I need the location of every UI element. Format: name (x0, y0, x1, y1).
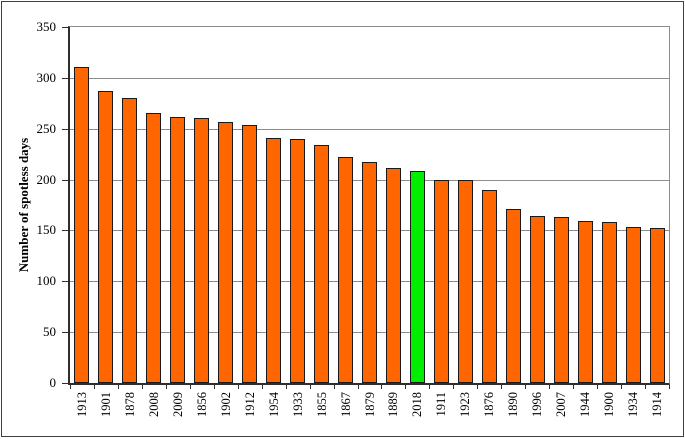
x-tick-mark-16 (453, 385, 454, 389)
bar-1878 (122, 98, 137, 383)
x-label-1889: 1889 (386, 392, 400, 417)
x-label-1933: 1933 (291, 392, 305, 417)
x-tick-mark-5 (190, 385, 191, 389)
x-tick-mark-11 (334, 385, 335, 389)
bar-1890 (506, 209, 521, 383)
bar-1954 (266, 138, 281, 383)
x-tick-mark-7 (238, 385, 239, 389)
bar-1933 (290, 139, 305, 383)
bar-2008 (146, 113, 161, 383)
x-label-1911: 1911 (434, 392, 448, 417)
bar-1901 (98, 91, 113, 383)
x-label-1900: 1900 (602, 392, 616, 417)
bar-1911 (434, 180, 449, 383)
bar-1855 (314, 145, 329, 383)
x-label-1914: 1914 (650, 392, 664, 417)
x-label-2009: 2009 (171, 392, 185, 417)
x-tick-mark-25 (669, 385, 670, 389)
x-tick-mark-1 (94, 385, 95, 389)
x-label-1944: 1944 (578, 392, 592, 417)
y-tick-label-200: 200 (36, 172, 57, 187)
x-tick-mark-6 (214, 385, 215, 389)
x-label-1867: 1867 (339, 392, 353, 417)
x-tick-mark-10 (310, 385, 311, 389)
bar-1867 (338, 157, 353, 383)
y-tick-label-350: 350 (36, 19, 57, 34)
x-label-1856: 1856 (195, 392, 209, 417)
x-tick-mark-14 (405, 385, 406, 389)
y-tick-label-0: 0 (49, 375, 57, 390)
x-label-1923: 1923 (458, 392, 472, 417)
bar-1889 (386, 168, 401, 383)
y-tick-label-300: 300 (36, 70, 57, 85)
x-label-1912: 1912 (243, 392, 257, 417)
y-tick-label-100: 100 (36, 273, 57, 288)
x-label-1901: 1901 (99, 392, 113, 417)
x-label-1879: 1879 (363, 392, 377, 417)
bar-1944 (578, 221, 593, 383)
y-tick-mark-50 (62, 332, 68, 333)
bar-1996 (530, 216, 545, 383)
bar-1934 (626, 227, 641, 383)
y-tick-mark-200 (62, 180, 68, 181)
y-tick-mark-150 (62, 230, 68, 231)
y-tick-label-250: 250 (36, 121, 57, 136)
x-tick-mark-8 (262, 385, 263, 389)
x-tick-mark-15 (429, 385, 430, 389)
bar-1900 (602, 222, 617, 383)
y-tick-label-50: 50 (43, 324, 56, 339)
x-label-1996: 1996 (530, 392, 544, 417)
plot-area (68, 26, 670, 385)
x-tick-mark-13 (381, 385, 382, 389)
x-label-1855: 1855 (315, 392, 329, 417)
bar-1876 (482, 190, 497, 383)
y-tick-mark-100 (62, 281, 68, 282)
y-tick-mark-300 (62, 78, 68, 79)
x-tick-mark-0 (70, 385, 71, 389)
bar-1923 (458, 180, 473, 383)
x-tick-mark-21 (573, 385, 574, 389)
x-tick-mark-3 (142, 385, 143, 389)
x-tick-mark-9 (286, 385, 287, 389)
x-label-1913: 1913 (75, 392, 89, 417)
gridline-250 (70, 129, 669, 130)
x-label-1902: 1902 (219, 392, 233, 417)
bar-1856 (194, 118, 209, 383)
bar-1913 (74, 67, 89, 383)
x-label-1878: 1878 (123, 392, 137, 417)
bar-2009 (170, 117, 185, 383)
bar-2018 (410, 171, 425, 383)
y-tick-mark-250 (62, 129, 68, 130)
x-label-1954: 1954 (267, 392, 281, 417)
y-tick-mark-0 (62, 383, 68, 384)
x-tick-mark-2 (118, 385, 119, 389)
x-label-2018: 2018 (410, 392, 424, 417)
x-label-2008: 2008 (147, 392, 161, 417)
bar-1879 (362, 162, 377, 383)
x-tick-mark-19 (525, 385, 526, 389)
bar-1912 (242, 125, 257, 383)
y-axis-title: Number of spotless days (16, 137, 31, 273)
x-tick-mark-22 (597, 385, 598, 389)
x-tick-mark-17 (477, 385, 478, 389)
x-tick-mark-12 (358, 385, 359, 389)
x-tick-mark-24 (645, 385, 646, 389)
bar-1914 (650, 228, 665, 383)
y-tick-mark-350 (62, 27, 68, 28)
x-tick-mark-20 (549, 385, 550, 389)
y-tick-label-150: 150 (36, 222, 57, 237)
x-label-1876: 1876 (482, 392, 496, 417)
gridline-300 (70, 78, 669, 79)
x-tick-mark-4 (166, 385, 167, 389)
x-label-2007: 2007 (554, 392, 568, 417)
bar-2007 (554, 217, 569, 383)
x-tick-mark-23 (621, 385, 622, 389)
bar-1902 (218, 122, 233, 383)
x-label-1934: 1934 (626, 392, 640, 417)
x-label-1890: 1890 (506, 392, 520, 417)
x-tick-mark-18 (501, 385, 502, 389)
